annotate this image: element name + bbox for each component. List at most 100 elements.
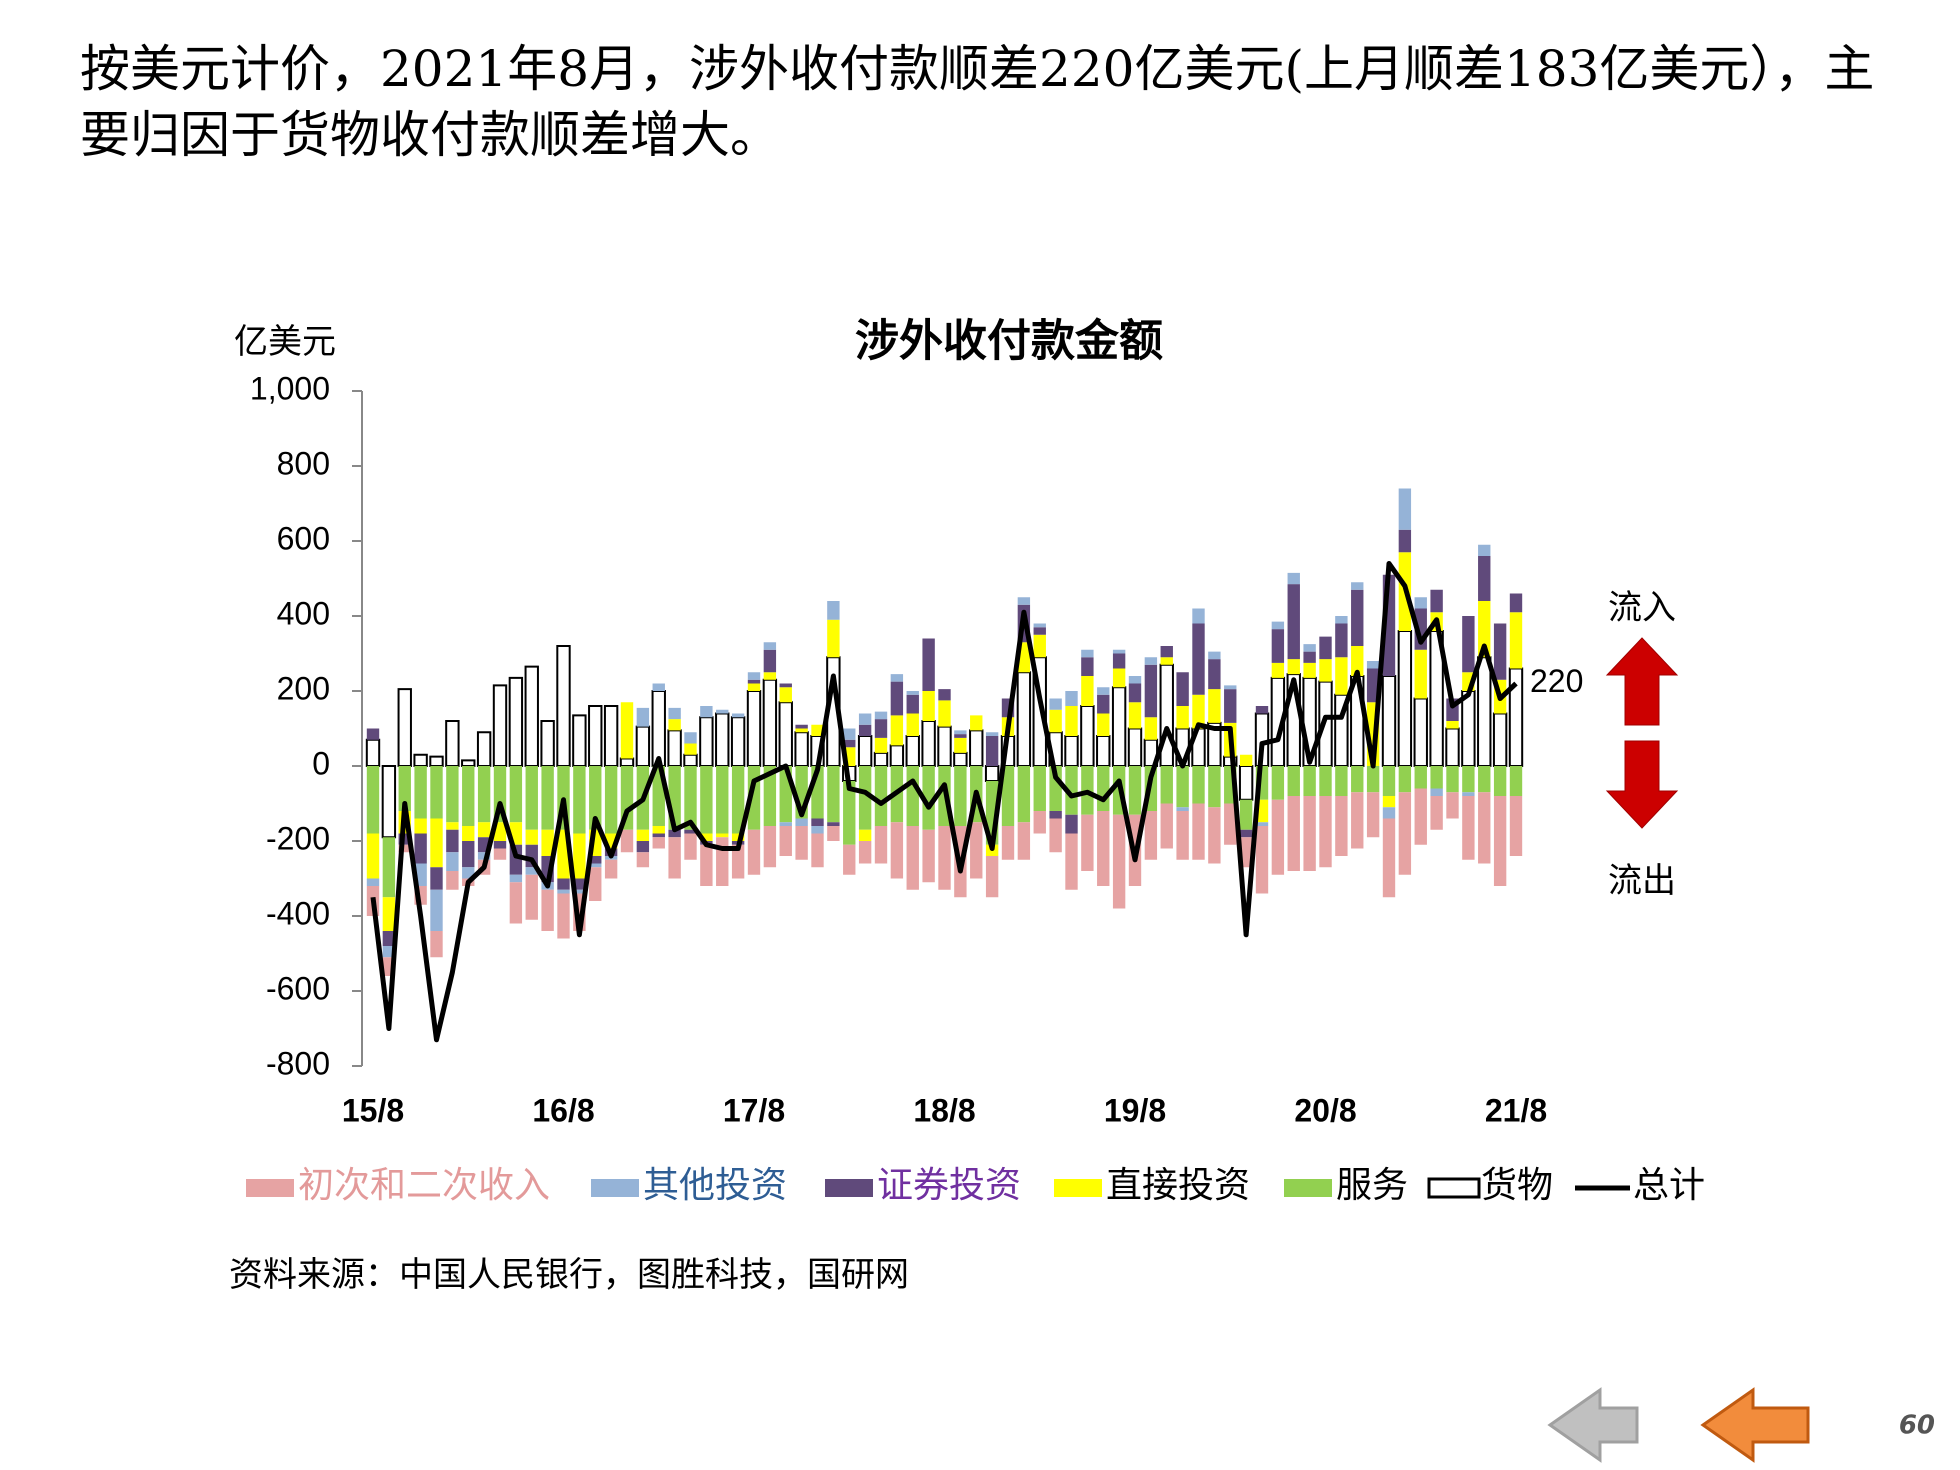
bar-segment [1239, 837, 1253, 868]
x-tick-label: 21/8 [1485, 1092, 1547, 1128]
bar-segment [668, 707, 681, 720]
bar-segment [1414, 788, 1427, 845]
bar-segment [1144, 657, 1158, 665]
bar-segment [1462, 616, 1475, 673]
bar-segment [636, 852, 650, 868]
bar-segment [668, 719, 681, 731]
bar-segment [938, 689, 951, 701]
bar-segment [843, 728, 856, 740]
bar-segment [430, 818, 443, 868]
bar-segment [1160, 646, 1173, 658]
bar-segment [954, 730, 967, 735]
bar-segment [747, 683, 761, 691]
bar-segment [573, 833, 586, 879]
bar-segment [1208, 659, 1221, 690]
bar-segment [1065, 766, 1078, 815]
bar-segment [476, 731, 492, 767]
bar-segment [1351, 792, 1364, 849]
bar-segment [794, 731, 809, 767]
bar-segment [827, 826, 840, 841]
bar-segment [858, 829, 872, 841]
bar-segment [763, 826, 777, 868]
bar-segment [938, 826, 951, 890]
bar-segment [636, 829, 650, 841]
bar-segment [477, 766, 491, 823]
y-tick-label: 200 [277, 670, 330, 706]
back-button[interactable] [1700, 1387, 1810, 1463]
bar-segment [1271, 799, 1285, 875]
bar-segment [1097, 713, 1110, 736]
bar-segment [763, 642, 777, 650]
bar-segment [1398, 529, 1412, 553]
bar-segment [1112, 814, 1126, 909]
bar-segment [651, 690, 666, 767]
bar-segment [1192, 803, 1205, 860]
bar-segment [874, 711, 888, 720]
bar-segment [1335, 796, 1348, 856]
legend-label: 证券投资 [877, 1165, 1021, 1206]
bar-segment [366, 728, 380, 740]
bar-segment [1430, 796, 1443, 830]
bar-segment [921, 720, 936, 767]
y-tick-label: 1,000 [250, 370, 330, 406]
bar-segment [1493, 623, 1507, 680]
bar-segment [873, 751, 889, 767]
bar-segment [906, 694, 919, 714]
bar-segment [430, 889, 443, 931]
bar-segment [413, 753, 428, 767]
bar-segment [1192, 623, 1205, 695]
bar-segment [493, 822, 507, 841]
bar-segment [1208, 651, 1221, 660]
bar-segment [762, 678, 778, 767]
bar-segment [1192, 766, 1205, 804]
bar-segment [1001, 826, 1015, 860]
bar-segment [747, 672, 761, 680]
bar-segment [414, 766, 427, 819]
bar-segment [540, 720, 555, 767]
bar-segment [1398, 766, 1412, 793]
bar-segment [589, 856, 602, 864]
bar-segment [763, 649, 777, 673]
bar-segment [668, 829, 681, 838]
bar-segment [1319, 636, 1332, 660]
bar-segment [382, 837, 396, 898]
bar-segment [684, 829, 697, 834]
bar-segment [795, 728, 808, 733]
bar-segment [874, 766, 888, 826]
bar-segment [462, 867, 475, 879]
bar-segment [1255, 706, 1269, 714]
bar-segment [954, 737, 967, 753]
bar-segment [1208, 689, 1221, 723]
bar-segment [1478, 556, 1491, 601]
bar-segment [763, 766, 777, 826]
y-tick-label: -600 [266, 970, 330, 1006]
bar-segment [1335, 623, 1348, 658]
page-number: 60 [1899, 1411, 1935, 1441]
bar-segment [493, 841, 507, 849]
bar-segment [652, 833, 665, 838]
bar-segment [969, 729, 984, 767]
bar-segment [1033, 627, 1046, 635]
bar-segment [525, 766, 538, 830]
bar-segment [684, 732, 697, 744]
bar-segment [1097, 766, 1110, 811]
bar-segment [890, 674, 904, 682]
bar-segment [1176, 766, 1189, 808]
bar-segment [1319, 766, 1332, 796]
bar-segment [1351, 589, 1364, 646]
bar-segment [557, 893, 570, 939]
x-tick-label: 20/8 [1294, 1092, 1356, 1128]
bar-segment [858, 766, 872, 830]
bar-segment [922, 829, 935, 883]
bar-segment [1397, 630, 1413, 767]
bar-segment [603, 705, 619, 767]
bar-segment [1144, 811, 1158, 860]
bar-segment [1271, 621, 1285, 630]
bar-segment [985, 736, 999, 766]
prev-button[interactable] [1547, 1387, 1639, 1463]
bar-segment [747, 679, 761, 684]
bar-segment [1508, 667, 1524, 767]
bar-segment [1239, 754, 1253, 766]
bar-segment [1128, 683, 1142, 703]
bar-segment [1111, 686, 1127, 767]
